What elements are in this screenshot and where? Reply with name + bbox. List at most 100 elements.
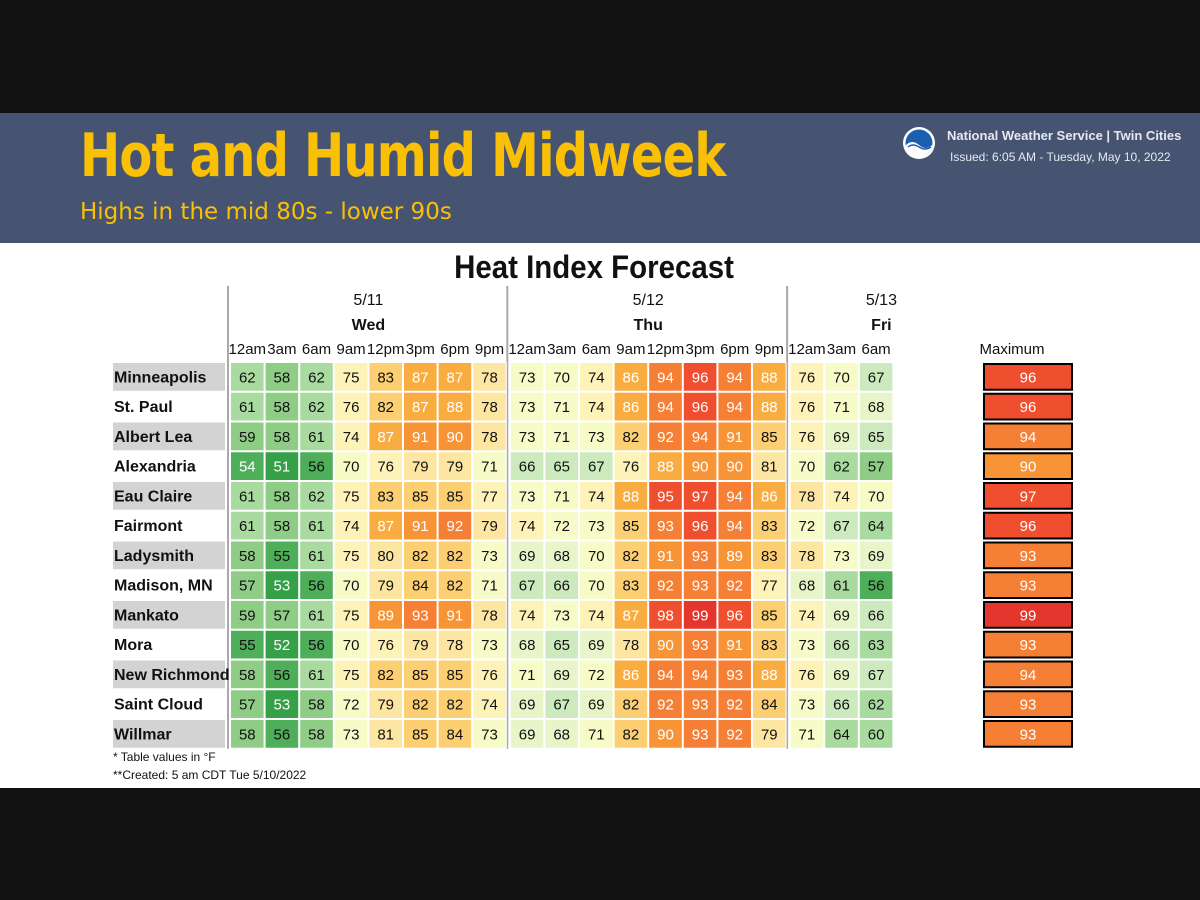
heat-cell (437, 481, 473, 511)
heat-value: 73 (553, 607, 570, 624)
heat-value: 85 (412, 488, 429, 505)
heat-value: 66 (833, 637, 850, 654)
heat-value: 85 (623, 518, 640, 535)
heat-value: 62 (239, 369, 256, 386)
heat-value: 58 (274, 518, 291, 535)
heat-cell (579, 451, 614, 481)
location-label-bg (113, 720, 225, 748)
heat-cell (648, 362, 683, 392)
heat-cell (752, 600, 787, 630)
heat-cell (299, 421, 334, 452)
heat-value: 82 (412, 548, 429, 565)
heat-value: 67 (833, 518, 850, 535)
heat-cell (579, 689, 614, 719)
heat-value: 69 (868, 548, 885, 565)
heat-cell (368, 629, 403, 660)
location-label-bg (113, 601, 225, 629)
heat-cell (752, 481, 787, 511)
heat-value: 77 (761, 578, 778, 595)
heat-value: 62 (308, 369, 325, 386)
heat-cell (403, 362, 438, 392)
heat-value: 72 (553, 518, 570, 535)
heat-cell (682, 510, 718, 541)
heat-value: 82 (377, 399, 394, 416)
max-value: 97 (1020, 488, 1037, 505)
heat-value: 83 (761, 637, 778, 654)
heat-cell (299, 600, 334, 630)
heat-cell (824, 570, 859, 600)
heat-cell (544, 391, 580, 422)
time-header: 3pm (686, 341, 715, 358)
heat-cell (509, 391, 545, 422)
heat-cell (299, 719, 334, 749)
heat-cell (789, 570, 825, 600)
heat-value: 83 (377, 488, 394, 505)
location-label: Madison, MN (114, 578, 213, 595)
heat-value: 91 (726, 429, 743, 446)
heat-cell (437, 510, 473, 541)
heat-cell (752, 540, 787, 571)
heat-cell (333, 391, 369, 422)
max-value: 93 (1020, 637, 1037, 654)
time-header: 3am (827, 341, 856, 358)
heat-cell (544, 600, 580, 630)
heat-value: 68 (799, 578, 816, 595)
heat-value: 84 (447, 726, 464, 743)
heat-cell (264, 391, 300, 422)
heat-cell (509, 362, 545, 392)
heat-cell (579, 570, 614, 600)
heat-cell (509, 570, 545, 600)
heat-value: 52 (274, 637, 291, 654)
heat-cell (333, 451, 369, 481)
heat-cell (509, 451, 545, 481)
heat-cell (613, 570, 649, 600)
heat-cell (858, 629, 894, 660)
heat-value: 78 (481, 369, 498, 386)
heat-value: 71 (553, 429, 570, 446)
time-header: 6am (862, 341, 891, 358)
time-header: 3am (267, 341, 296, 358)
time-header: 9am (616, 341, 645, 358)
heat-cell (264, 570, 300, 600)
heat-cell (509, 540, 545, 571)
day-name-2: Thu (634, 317, 663, 334)
heat-value: 76 (343, 399, 360, 416)
heat-value: 89 (377, 607, 394, 624)
heat-value: 85 (761, 607, 778, 624)
day-date-1: 5/11 (353, 292, 383, 309)
heat-cell (437, 540, 473, 571)
day-date-3: 5/13 (866, 292, 897, 309)
heat-value: 79 (377, 697, 394, 714)
heat-cell (717, 540, 753, 571)
heat-value: 92 (726, 578, 743, 595)
heat-value: 62 (868, 697, 885, 714)
heat-cell (613, 600, 649, 630)
heat-value: 94 (726, 399, 743, 416)
heat-value: 70 (343, 637, 360, 654)
title-banner: Hot and Humid Midweek Highs in the mid 8… (0, 113, 1200, 243)
heat-value: 86 (623, 399, 640, 416)
heat-value: 74 (519, 518, 536, 535)
heat-value: 67 (868, 667, 885, 684)
heat-cell (333, 629, 369, 660)
heat-value: 61 (239, 399, 256, 416)
heat-value: 82 (447, 697, 464, 714)
heat-value: 58 (239, 726, 256, 743)
heat-value: 75 (343, 548, 360, 565)
heat-value: 58 (274, 399, 291, 416)
heat-value: 81 (377, 726, 394, 743)
heat-value: 68 (553, 548, 570, 565)
heat-value: 59 (239, 429, 256, 446)
time-header: 6am (582, 341, 611, 358)
heat-value: 93 (692, 726, 709, 743)
heat-cell (437, 391, 473, 422)
heat-cell (824, 421, 859, 452)
heat-cell (613, 391, 649, 422)
heat-cell (403, 570, 438, 600)
heat-cell (789, 629, 825, 660)
max-cell (983, 511, 1073, 540)
heat-cell (333, 481, 369, 511)
max-cell (983, 363, 1073, 391)
heat-cell (230, 719, 265, 749)
heat-value: 96 (692, 399, 709, 416)
